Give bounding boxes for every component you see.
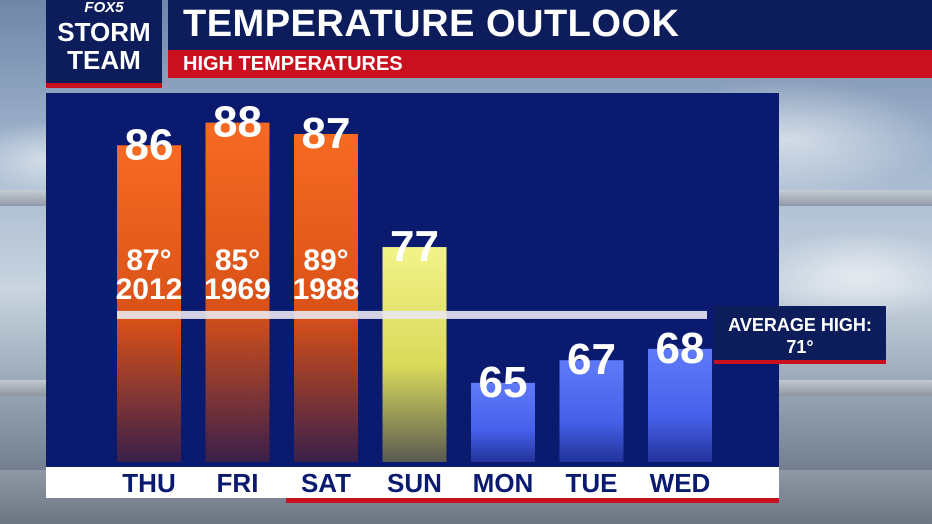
bar-value-label-mon: 65 xyxy=(479,358,528,407)
x-tick-label-sat: SAT xyxy=(301,468,351,498)
x-tick-label-thu: THU xyxy=(122,468,175,498)
bar-value-label-sat: 87 xyxy=(302,109,351,158)
record-year-thu: 2012 xyxy=(116,273,183,306)
x-tick-label-tue: TUE xyxy=(566,468,618,498)
average-high-value: 71° xyxy=(714,336,886,358)
x-tick-label-wed: WED xyxy=(650,468,711,498)
x-tick-label-sun: SUN xyxy=(387,468,442,498)
bar-sun xyxy=(383,247,447,462)
bar-value-label-tue: 67 xyxy=(567,335,616,384)
bar-value-label-wed: 68 xyxy=(656,324,705,373)
average-high-line xyxy=(117,311,707,319)
record-year-fri: 1969 xyxy=(204,273,271,306)
bar-value-label-thu: 86 xyxy=(125,120,174,169)
bar-value-label-fri: 88 xyxy=(213,98,262,147)
x-tick-label-mon: MON xyxy=(473,468,534,498)
average-high-label: AVERAGE HIGH: 71° xyxy=(714,306,886,364)
record-year-sat: 1988 xyxy=(293,273,360,306)
average-high-title: AVERAGE HIGH: xyxy=(714,314,886,336)
bar-value-label-sun: 77 xyxy=(390,222,439,271)
x-tick-label-fri: FRI xyxy=(217,468,259,498)
